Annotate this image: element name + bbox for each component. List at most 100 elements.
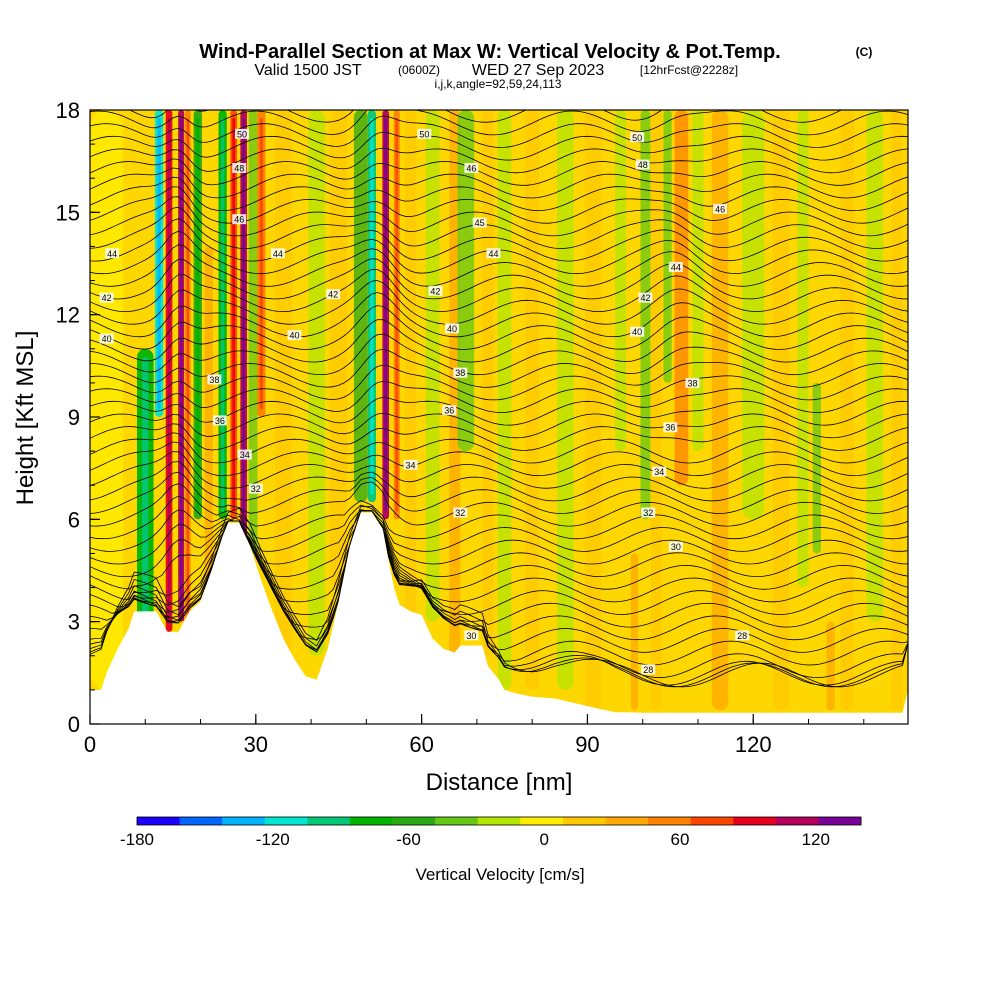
isentrope-line [90,333,908,376]
contour-label-bg [237,449,252,460]
velocity-band [257,110,266,417]
isentrope-line [90,110,908,136]
velocity-band-fill [584,110,602,711]
contour-label-text: 44 [671,262,681,272]
terrain [90,512,908,724]
velocity-band-fill [650,110,663,711]
x-tick-label: 30 [244,732,268,757]
contour-label: 40 [99,333,114,344]
contour-label-bg [234,128,249,139]
isentrope-line [90,432,908,464]
contour-label-text: 50 [237,129,247,139]
velocity-band-fill [90,110,124,690]
contour-label: 48 [232,162,247,173]
contour-label: 40 [445,323,460,334]
contour-label-bg [417,128,432,139]
colorbar-tick-label: 120 [802,830,830,849]
velocity-band [165,110,173,632]
colorbar-swatch [562,817,606,825]
x-tick-label: 120 [735,732,772,757]
contour-label-bg [207,374,222,385]
velocity-band-fill [275,110,292,656]
velocity-band-fill [457,110,475,452]
velocity-band-fill [615,110,627,452]
contour-label-text: 36 [665,423,675,433]
contour-label-bg [99,333,114,344]
isentrope-line [90,158,908,186]
colorbar-swatch [435,817,479,825]
colorbar-swatch [690,817,734,825]
contour-label-text: 42 [102,293,112,303]
velocity-band-fill [204,246,213,588]
colorbar-frame [136,816,862,826]
velocity-band-fill [674,110,689,486]
velocity-band [497,110,512,690]
contour-label-bg [270,248,285,259]
contour-label-bg [464,162,479,173]
velocity-band-core [167,118,171,624]
velocity-band-core [186,118,189,614]
velocity-band-fill [425,110,440,622]
velocity-band [425,110,440,622]
contour-label-bg [287,330,302,341]
velocity-band-fill [812,382,821,554]
y-tick-label: 0 [68,712,80,737]
contour-label-text: 38 [687,378,697,388]
contour-label: 44 [668,261,683,272]
velocity-band-fill [353,110,368,503]
contour-label-bg [663,422,678,433]
velocity-band-fill [866,110,884,622]
contour-label-text: 38 [455,368,465,378]
vertical-velocity-field [90,110,903,711]
velocity-band [449,110,461,656]
colorbar-swatch [477,817,521,825]
isentrope-line [90,115,908,148]
contour-label-bg [635,159,650,170]
velocity-band [457,110,475,452]
contour-label-bg [630,326,645,337]
isentrope-line [90,510,908,590]
contour-label-bg [641,664,656,675]
contour-label-bg [99,292,114,303]
contour-label-bg [105,248,120,259]
velocity-band [840,110,855,711]
velocity-band-fill [692,110,704,452]
contour-label-text: 36 [444,406,454,416]
velocity-band [650,110,663,711]
velocity-band [826,621,835,711]
velocity-band-core [395,118,398,512]
contour-label: 42 [326,289,341,300]
isentrope-line [90,364,908,401]
contour-label: 42 [99,292,114,303]
isentrope-line [128,110,843,123]
velocity-band [711,110,729,711]
isentrope-line [90,510,908,578]
velocity-band [584,110,602,711]
contour-label: 50 [234,128,249,139]
contour-label-text: 42 [640,293,650,303]
isentrope-line [90,451,908,489]
title-suffix: (C) [856,45,873,59]
contour-label-bg [232,162,247,173]
isentrope-line [90,305,908,350]
velocity-band [692,110,704,452]
isentrope-line [90,505,908,688]
isentrope-line [90,461,908,502]
isentrope-line [90,495,908,540]
contour-label-bg [668,541,683,552]
contour-label-text: 30 [671,542,681,552]
velocity-band-fill [330,110,348,588]
contour-label-bg [630,132,645,143]
velocity-band-fill [711,110,729,711]
contour-labels: 50 50 50 48 46 48 46 45 46 44 44 44 44 42 42 42 42 40 40 40… [99,128,750,675]
y-axis-label: Height [Kft MSL] [12,331,39,506]
contour-label-text: 44 [488,249,498,259]
contour-label: 44 [486,248,501,259]
velocity-band-fill [482,110,494,656]
contour-label-bg [428,285,443,296]
velocity-band-core [157,118,161,409]
contour-label: 42 [638,292,653,303]
y-tick-label: 18 [56,98,80,123]
contour-label-text: 42 [328,290,338,300]
contour-label-text: 48 [234,163,244,173]
